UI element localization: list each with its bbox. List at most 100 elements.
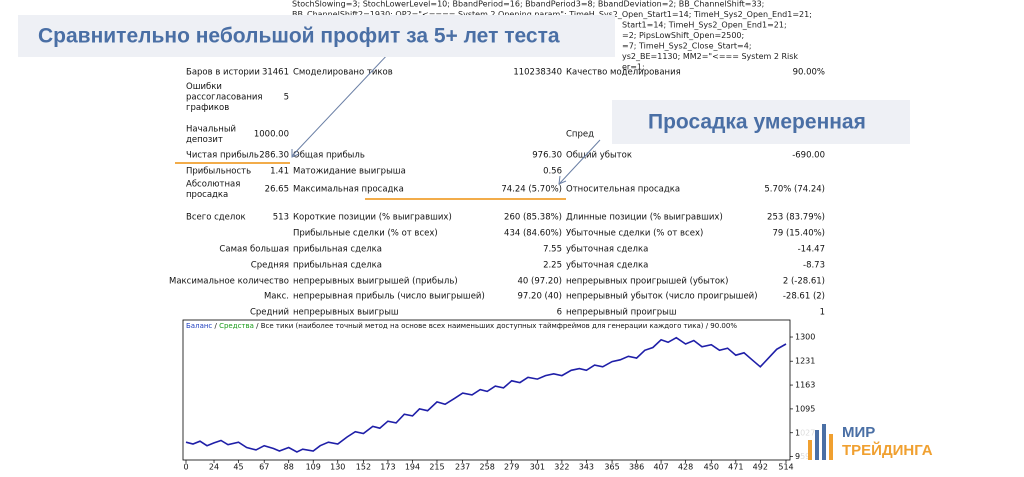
x-tick-label: 130 [330,463,345,472]
row-label: графиков [186,103,229,113]
x-tick-label: 152 [356,463,371,472]
row-label: Максимальная просадка [293,185,404,195]
x-tick-label: 109 [306,463,321,472]
param-line: ys2_BE=1130; MM2="<=== System 2 Risk [622,52,798,61]
row-label: непрерывный убыток (число проигрышей) [566,292,758,302]
row-value: 1000.00 [254,130,289,140]
row-value: 1 [820,308,825,318]
row-value: 286.30 [259,151,289,161]
row-value: -28.61 (2) [783,292,825,302]
annotations: Сравнительно небольшой профит за 5+ лет … [18,15,910,200]
x-tick-label: 428 [678,463,693,472]
annotation-box [18,15,615,57]
row-value: -690.00 [792,151,825,161]
row-label: Общий убыток [566,151,632,161]
row-label: прибыльная сделка [293,245,382,255]
x-tick-label: 237 [455,463,470,472]
row-label: непрерывных проигрышей (убыток) [566,277,728,287]
row-label: убыточная сделка [566,261,648,271]
annotation: Просадка умеренная [648,111,866,134]
row-value: 260 (85.38%) [504,213,562,223]
x-tick-label: 173 [380,463,395,472]
row-value: 31461 [262,68,289,78]
x-tick-label: 471 [728,463,743,472]
x-tick-label: 514 [778,463,793,472]
row-label: Абсолютная [186,179,240,189]
balance-line [185,336,787,453]
param-line: StochSlowing=3; StochLowerLevel=10; Bban… [292,0,764,9]
x-tick-label: 450 [704,463,719,472]
row-value: 26.65 [265,185,289,195]
param-line: =2; PipsLowShift_Open=2500; [622,31,744,40]
x-tick-label: 215 [429,463,444,472]
row-value: 7.55 [543,245,562,255]
row-label: Баров в истории [186,68,260,78]
row-label: Средняя [251,261,289,271]
legend-part: / [212,322,219,330]
x-tick-label: 24 [209,463,219,472]
row-value: -14.47 [798,245,825,255]
arrow [291,51,391,157]
row-value: 434 (84.60%) [504,229,562,239]
logo-icon [808,440,812,460]
x-tick-label: 322 [554,463,569,472]
row-label: Общая прибыль [293,151,365,161]
row-label: непрерывных выигрыш [293,308,399,318]
annotation: Сравнительно небольшой профит за 5+ лет … [38,25,560,48]
x-tick-label: 45 [233,463,243,472]
row-value: 110238340 [513,68,562,78]
x-tick-label: 343 [579,463,594,472]
row-value: 90.00% [793,68,825,78]
parameters: StochSlowing=3; StochLowerLevel=10; Bban… [292,0,812,72]
x-tick-label: 67 [259,463,269,472]
x-tick-label: 194 [405,463,420,472]
row-label: непрерывный проигрыш [566,308,677,318]
row-value: 1.41 [270,167,289,177]
arrow [559,139,601,184]
chart-frame [182,319,791,461]
row-value: 5 [284,93,289,103]
x-tick-label: 301 [530,463,545,472]
param-line: =7; TimeH_Sys2_Close_Start=4; [622,42,752,51]
row-value: 253 (83.79%) [767,213,825,223]
logo-bg [800,418,970,468]
legend-part: Баланс [186,322,212,330]
logo-icon [822,424,826,460]
logo: МИР ТРЕЙДИНГА [800,418,970,468]
row-label: Убыточные сделки (% от всех) [566,229,703,239]
row-value: 97.20 (40) [518,292,562,302]
row-label: депозит [186,135,223,145]
arrow-head [558,175,567,185]
row-value: 2.25 [543,261,562,271]
row-value: 79 (15.40%) [772,229,825,239]
arrow-head [291,149,300,158]
row-label: Всего сделок [186,213,246,223]
row-label: Начальный [186,124,236,134]
x-tick-label: 407 [653,463,668,472]
row-label: прибыльная сделка [293,261,382,271]
row-label: убыточная сделка [566,245,648,255]
row-label: Качество моделирования [566,68,681,78]
x-tick-label: 279 [504,463,519,472]
row-label: Средний [250,308,289,318]
param-line: er=1; [622,63,645,72]
row-label: Смоделировано тиков [293,68,393,78]
param-line: BB_ChannelShift2=1930; OP2="<==== System… [292,10,812,19]
row-label: непрерывная прибыль (число выигрышей) [293,292,485,302]
row-label: Короткие позиции (% выигравших) [293,213,452,223]
row-value: 74.24 (5.70%) [501,185,562,195]
row-value: 5.70% (74.24) [764,185,825,195]
x-tick-label: 492 [753,463,768,472]
x-tick-label: 258 [480,463,495,472]
row-label: Прибыльность [186,167,251,177]
row-value: 513 [273,213,289,223]
balance-chart: Баланс / Средства / Все тики (наиболее т… [182,319,815,472]
x-tick-label: 386 [629,463,644,472]
row-label: Макс. [264,292,289,302]
y-tick-label: 1163 [795,381,815,390]
x-tick-label: 0 [183,463,188,472]
row-label: Матожидание выигрыша [293,167,406,177]
row-label: Максимальное количество [169,277,289,287]
row-label: Ошибки [186,82,222,92]
